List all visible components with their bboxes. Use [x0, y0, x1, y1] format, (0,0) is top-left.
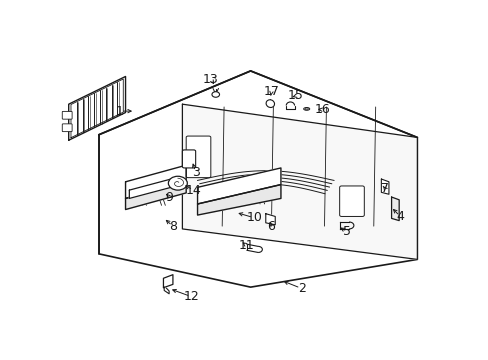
Polygon shape	[265, 214, 275, 225]
FancyBboxPatch shape	[182, 150, 195, 168]
Text: 7: 7	[380, 182, 388, 195]
Text: 5: 5	[343, 225, 350, 238]
Text: 8: 8	[168, 220, 177, 233]
Polygon shape	[391, 197, 398, 221]
Text: 10: 10	[246, 211, 262, 224]
Ellipse shape	[305, 108, 308, 110]
Text: 11: 11	[239, 239, 254, 252]
Polygon shape	[182, 104, 416, 260]
Text: 13: 13	[203, 73, 218, 86]
Text: 15: 15	[287, 89, 304, 102]
FancyBboxPatch shape	[62, 111, 72, 119]
FancyBboxPatch shape	[186, 136, 210, 177]
Circle shape	[168, 176, 187, 190]
Text: 3: 3	[191, 166, 199, 179]
Text: 12: 12	[183, 290, 199, 303]
Text: 9: 9	[165, 190, 173, 203]
Polygon shape	[163, 275, 173, 288]
Text: 17: 17	[263, 85, 279, 98]
Polygon shape	[129, 179, 171, 198]
Polygon shape	[197, 168, 280, 204]
Text: 16: 16	[314, 103, 330, 116]
Polygon shape	[197, 185, 280, 215]
Circle shape	[211, 92, 219, 97]
Polygon shape	[125, 182, 186, 210]
Text: 4: 4	[396, 210, 404, 223]
Text: 14: 14	[185, 184, 201, 197]
Text: 2: 2	[297, 282, 305, 295]
Text: 6: 6	[267, 220, 275, 233]
Ellipse shape	[303, 108, 309, 110]
FancyBboxPatch shape	[62, 124, 72, 132]
Polygon shape	[381, 179, 388, 194]
Ellipse shape	[265, 100, 274, 108]
Polygon shape	[125, 165, 186, 198]
Text: 1: 1	[116, 105, 123, 118]
FancyBboxPatch shape	[339, 186, 364, 216]
Polygon shape	[68, 76, 125, 140]
Polygon shape	[99, 71, 416, 287]
